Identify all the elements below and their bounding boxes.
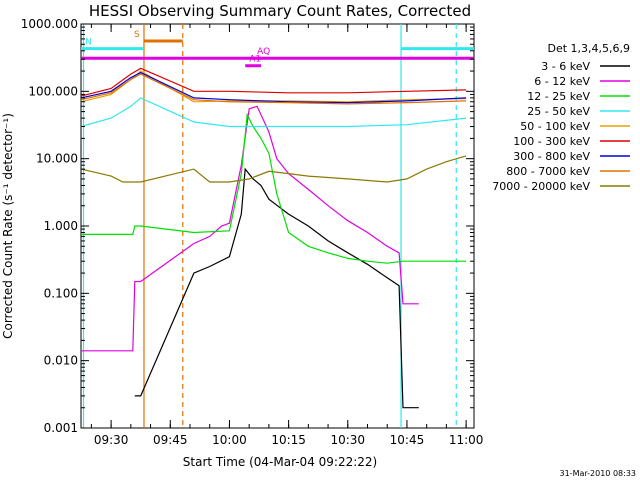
state-bar-label: AQ — [257, 47, 270, 57]
x-tick-label: 11:00 — [449, 433, 484, 447]
data-series — [80, 67, 467, 409]
x-axis: 09:30 09:45 10:00 10:15 10:30 10:45 11:00 — [90, 24, 484, 447]
legend-label: 6 - 12 keV — [534, 75, 590, 88]
legend-label: 25 - 50 keV — [527, 105, 590, 118]
legend-label: 800 - 7000 keV — [506, 165, 590, 178]
series-line — [81, 105, 419, 352]
series-line — [80, 71, 467, 104]
y-tick-label: 10.000 — [36, 152, 78, 166]
legend-label: 7000 - 20000 keV — [492, 180, 590, 193]
legend-label: 50 - 100 keV — [520, 120, 590, 133]
x-tick-label: 10:00 — [212, 433, 247, 447]
y-tick-label: 0.010 — [44, 354, 78, 368]
x-tick-label: 10:30 — [330, 433, 365, 447]
x-tick-label: 09:45 — [153, 433, 188, 447]
legend-label: 300 - 800 keV — [513, 150, 590, 163]
state-bar-label: N — [85, 38, 92, 48]
legend: Det 1,3,4,5,6,9 3 - 6 keV 6 - 12 keV 12 - … — [492, 42, 630, 193]
series-line — [134, 167, 419, 409]
legend-header: Det 1,3,4,5,6,9 — [547, 42, 630, 55]
y-tick-label: 0.001 — [44, 421, 78, 435]
series-line — [81, 112, 467, 264]
x-tick-label: 09:30 — [94, 433, 129, 447]
series-line — [80, 97, 467, 128]
chart-title: HESSI Observing Summary Count Rates, Cor… — [89, 2, 471, 20]
y-tick-label: 1000.000 — [21, 17, 78, 31]
footer-date: 31-Mar-2010 08:33 — [560, 469, 637, 478]
y-tick-label: 1.000 — [44, 219, 78, 233]
x-axis-label: Start Time (04-Mar-04 09:22:22) — [183, 455, 377, 469]
x-tick-label: 10:45 — [390, 433, 425, 447]
legend-label: 3 - 6 keV — [541, 60, 590, 73]
legend-label: 100 - 300 keV — [513, 135, 590, 148]
y-axis: 1000.000 100.000 10.000 1.000 0.100 0.010 0.00… — [21, 17, 474, 435]
series-line — [80, 73, 467, 105]
series-line — [80, 67, 467, 97]
x-tick-label: 10:15 — [271, 433, 306, 447]
state-bars: SNA1AQ — [81, 30, 474, 68]
series-line — [80, 155, 467, 183]
y-tick-label: 100.000 — [28, 84, 78, 98]
legend-label: 12 - 25 keV — [527, 90, 590, 103]
y-axis-label: Corrected Count Rate (s⁻¹ detector⁻¹) — [1, 113, 15, 339]
y-tick-label: 0.100 — [44, 286, 78, 300]
state-bar-label: S — [134, 30, 140, 40]
